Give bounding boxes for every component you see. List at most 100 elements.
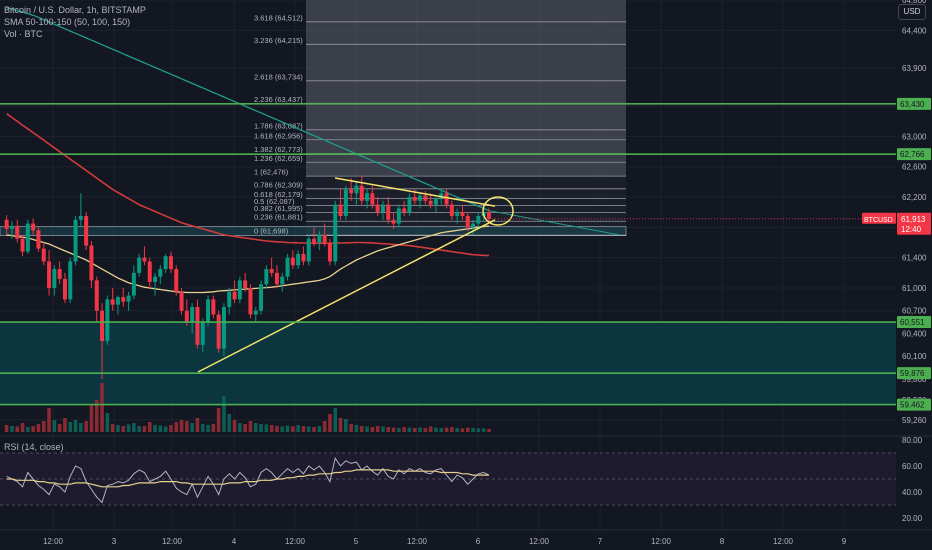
candle-body [359, 185, 364, 201]
candle-body [73, 219, 78, 262]
volume-bar [259, 424, 263, 432]
volume-bar [94, 400, 99, 432]
candle-body [216, 314, 221, 349]
sma150-line [6, 6, 490, 212]
volume-bar [412, 428, 417, 432]
price-tick-label: 62,200 [902, 193, 927, 202]
candle-body [274, 272, 279, 285]
rsi-tick-label: 20.00 [902, 514, 923, 523]
candle-body [20, 238, 25, 252]
volume-bar [439, 428, 444, 432]
volume-bar [338, 418, 343, 432]
candle-body [380, 204, 385, 213]
candle-body [105, 299, 110, 342]
candle-body [301, 253, 306, 262]
volume-bar [63, 418, 67, 432]
candle-body [41, 248, 46, 262]
symbol-legend[interactable]: Bitcoin / U.S. Dollar, 1h, BITSTAMP [4, 5, 146, 15]
sma50-line [6, 225, 489, 294]
volume-bar [195, 418, 200, 432]
volume-bar [365, 426, 369, 432]
volume-bar [386, 427, 391, 432]
candle-body [227, 291, 232, 307]
volume-bar [116, 425, 120, 432]
volume-bar [222, 396, 226, 432]
candle-body [68, 261, 73, 300]
volume-bar [359, 426, 364, 432]
volume-bar [476, 428, 481, 432]
key-level-label: 59,876 [900, 369, 925, 378]
volume-bar [174, 422, 179, 432]
candle-body [322, 234, 327, 243]
candle-body [396, 208, 401, 224]
support-zone [0, 322, 896, 405]
volume-bar [291, 426, 295, 432]
price-tick-label: 59,800 [902, 375, 927, 384]
rsi-ma-line [6, 469, 489, 488]
volume-bar [344, 419, 348, 432]
candle-body [449, 204, 454, 216]
candle-body [391, 219, 396, 224]
volume-bar [481, 428, 486, 432]
volume-bar [264, 424, 269, 432]
price-tick-label: 60,700 [902, 307, 927, 316]
candle-body [285, 257, 290, 277]
time-tick-label: 12:00 [529, 537, 550, 546]
candle-body [142, 257, 147, 262]
time-tick-label: 5 [354, 537, 359, 546]
volume-bar [110, 424, 115, 432]
volume-bar [179, 420, 184, 432]
volume-bar [322, 421, 327, 432]
volume-bar [121, 426, 126, 432]
candle-body [15, 225, 20, 239]
volume-bar [185, 421, 189, 432]
candle-body [465, 216, 470, 228]
volume-bar [381, 426, 385, 432]
volume-bar [333, 408, 338, 432]
currency-button[interactable]: USD [898, 4, 926, 20]
candle-body [110, 299, 115, 305]
fib-level-label: 2.236 (63,437) [254, 95, 303, 104]
price-tick-label: 61,000 [902, 284, 927, 293]
volume-legend[interactable]: Vol · BTC [4, 29, 43, 39]
volume-bar [391, 427, 396, 432]
sma-legend[interactable]: SMA 50-100-150 (50, 100, 150) [4, 17, 131, 27]
candle-body [89, 245, 94, 281]
candle-body [433, 198, 438, 205]
volume-bar [460, 428, 465, 432]
candle-body [486, 212, 491, 219]
volume-bar [465, 427, 470, 432]
candle-body [317, 234, 322, 243]
candle-body [354, 185, 359, 194]
fib-level-label: 1.786 (63,087) [254, 121, 303, 130]
candle-body [25, 223, 30, 252]
fib-level-label: 1 (62,476) [254, 168, 289, 177]
volume-bar [142, 426, 147, 432]
volume-bar [132, 423, 136, 432]
time-tick-label: 4 [232, 537, 237, 546]
time-tick-label: 6 [476, 537, 481, 546]
fib-level-label: 3.236 (64,215) [254, 36, 303, 45]
candle-body [248, 288, 253, 315]
candle-body [439, 193, 444, 199]
volume-bar [68, 422, 73, 432]
time-tick-label: 9 [842, 537, 847, 546]
price-tick-label: 64,400 [902, 26, 927, 35]
rsi-legend[interactable]: RSI (14, close) [4, 442, 64, 452]
candle-body [195, 306, 200, 345]
volume-bar [455, 428, 459, 432]
volume-bar [487, 429, 491, 432]
key-level-badge [897, 316, 931, 329]
candle-body [333, 204, 338, 262]
candle-body [312, 238, 317, 243]
price-axis [896, 0, 932, 550]
candle-body [62, 278, 67, 300]
candle-body [200, 322, 205, 345]
volume-bar [41, 421, 46, 432]
candle-body [211, 299, 216, 315]
time-tick-label: 12:00 [651, 537, 672, 546]
candle-body [402, 208, 407, 213]
volume-bar [317, 426, 322, 432]
symbol-badge [862, 212, 896, 224]
